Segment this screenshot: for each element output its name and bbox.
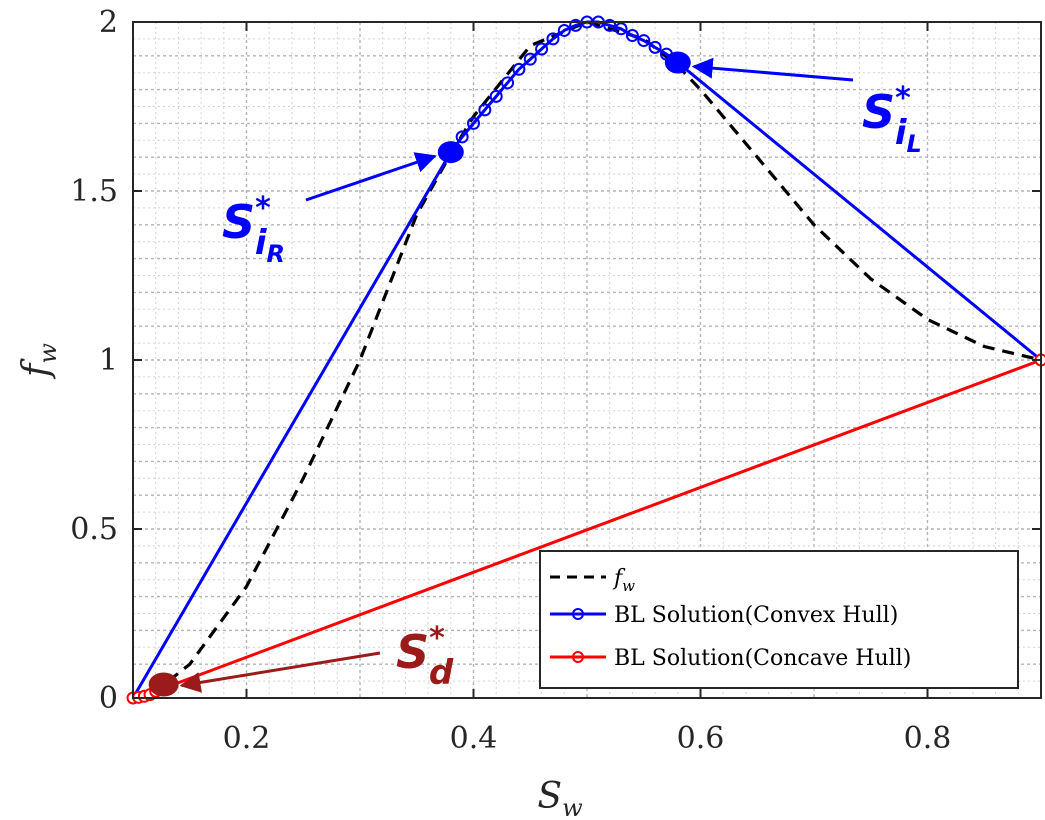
convex-marker — [489, 89, 503, 103]
y-axis-label: fw — [16, 343, 62, 380]
arrow-sir — [305, 152, 437, 202]
x-tick-label: 0.4 — [450, 721, 498, 756]
convex-marker — [535, 42, 549, 56]
legend: fw BL Solution(Convex Hull) BL Solution(… — [539, 550, 1019, 689]
convex-marker — [523, 52, 537, 66]
convex-marker — [569, 18, 583, 32]
y-tick-label: 0 — [99, 681, 118, 716]
label-sd: S* d — [396, 621, 454, 693]
convex-marker — [512, 62, 526, 76]
y-tick-label: 2 — [99, 5, 118, 40]
convex-marker — [546, 32, 560, 46]
convex-marker — [648, 40, 662, 54]
convex-marker — [625, 29, 639, 43]
y-tick-label: 1 — [99, 343, 118, 378]
label-sir: S* iR — [222, 191, 285, 268]
legend-label-convex: BL Solution(Convex Hull) — [614, 603, 898, 628]
arrow-sd — [179, 651, 381, 693]
convex-marker — [478, 103, 492, 117]
convex-marker — [455, 130, 469, 144]
x-tick-label: 0.6 — [677, 721, 725, 756]
y-tick-label: 0.5 — [70, 512, 118, 547]
ticks: 0.2 0.4 0.6 0.8 0 0.5 1 1.5 2 — [70, 5, 1041, 756]
x-tick-label: 0.2 — [223, 721, 271, 756]
legend-marker-concave — [572, 651, 584, 663]
convex-marker — [603, 18, 617, 32]
annotations: S* iR S* iL S* d — [179, 57, 922, 693]
x-axis-label: Sw — [537, 776, 583, 820]
convex-marker — [467, 116, 480, 130]
convex-marker — [501, 76, 515, 90]
point-sd — [148, 672, 179, 697]
y-tick-label: 1.5 — [70, 174, 118, 209]
convex-marker — [614, 22, 628, 36]
label-sil: S* iL — [862, 81, 922, 158]
convex-marker — [637, 34, 651, 48]
x-tick-label: 0.8 — [904, 721, 952, 756]
legend-marker-convex — [572, 608, 584, 620]
legend-box — [539, 550, 1019, 689]
legend-label-concave: BL Solution(Concave Hull) — [614, 646, 911, 671]
arrow-sil — [691, 57, 854, 82]
point-sil — [664, 51, 691, 74]
convex-marker — [557, 23, 571, 37]
point-sir — [437, 141, 464, 164]
